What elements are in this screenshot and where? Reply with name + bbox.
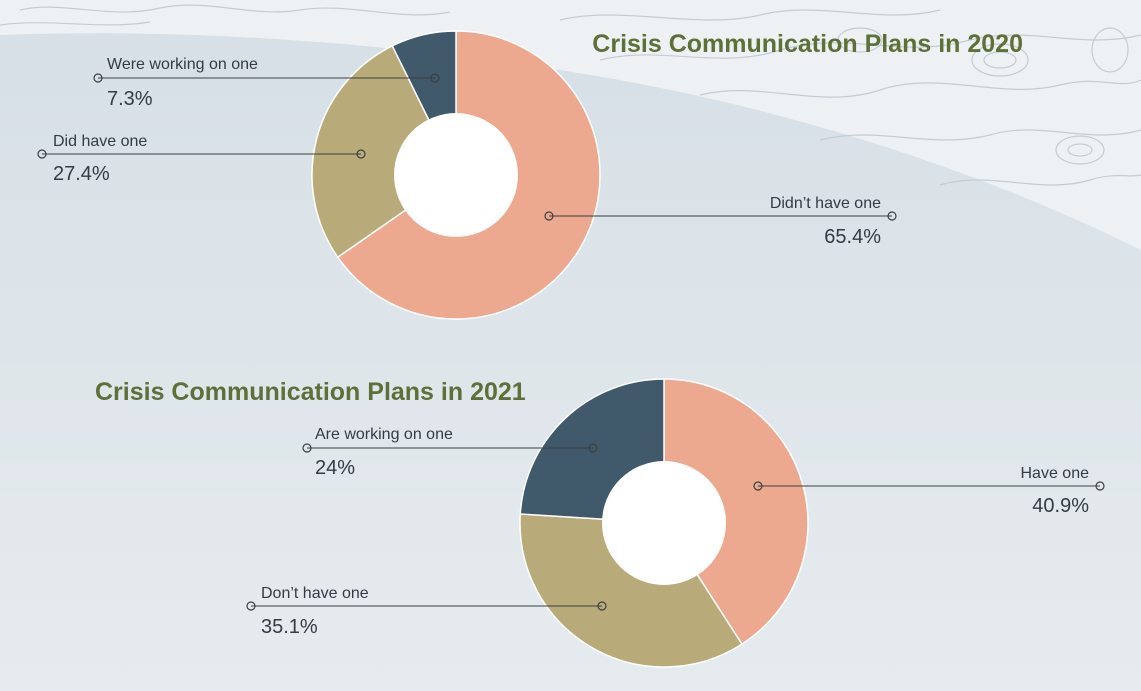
topographic-pattern — [0, 4, 1141, 186]
slice-value: 65.4% — [824, 226, 881, 248]
donut-chart-2021: Crisis Communication Plans in 2021 Have … — [95, 378, 1105, 668]
chart-2021-title: Crisis Communication Plans in 2021 — [95, 378, 526, 406]
leader-dot — [246, 601, 256, 611]
donut-slice-2021-1 — [519, 513, 743, 668]
top-band — [0, 0, 1141, 250]
slice-label: Were working on one — [107, 56, 258, 73]
chart-2020-title: Crisis Communication Plans in 2020 — [592, 30, 1023, 58]
slice-value: 24% — [315, 457, 355, 479]
slice-label: Are working on one — [315, 426, 453, 443]
leader-dot — [887, 211, 897, 221]
leader-dot — [93, 73, 103, 83]
leader-dot — [302, 443, 312, 453]
leader-dot — [588, 443, 598, 453]
slice-label: Did have one — [53, 133, 147, 150]
slice-value: 7.3% — [107, 88, 153, 110]
leader-dot — [356, 149, 366, 159]
callout-did-have-one: Did have one 27.4% — [37, 133, 366, 185]
leader-dot — [544, 211, 554, 221]
slice-label: Don’t have one — [261, 585, 369, 602]
donut-hole-2021 — [602, 461, 726, 585]
donut-hole-2020 — [394, 113, 518, 237]
leader-dot — [37, 149, 47, 159]
callout-dont-have-one: Don’t have one 35.1% — [246, 585, 607, 638]
leader-dot — [753, 481, 763, 491]
callout-are-working-on-one: Are working on one 24% — [302, 426, 598, 479]
callout-didnt-have-one: Didn’t have one 65.4% — [544, 195, 897, 248]
slice-value: 35.1% — [261, 616, 318, 638]
slice-label: Didn’t have one — [770, 195, 881, 212]
callout-were-working-on-one: Were working on one 7.3% — [93, 56, 440, 110]
leader-dot — [1095, 481, 1105, 491]
slice-label: Have one — [1021, 465, 1090, 482]
slice-value: 27.4% — [53, 163, 110, 185]
leader-dot — [430, 73, 440, 83]
slice-value: 40.9% — [1032, 495, 1089, 517]
leader-dot — [597, 601, 607, 611]
callout-have-one: Have one 40.9% — [753, 465, 1105, 517]
donut-slice-2020-1 — [311, 44, 457, 259]
donut-chart-2020: Crisis Communication Plans in 2020 Didn’… — [37, 30, 1023, 320]
